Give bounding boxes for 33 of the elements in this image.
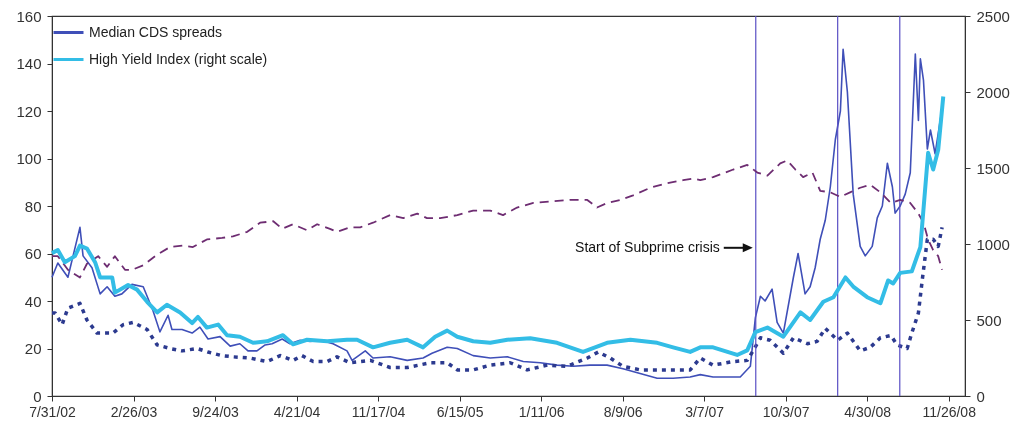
x-tick-label: 3/7/07 [685,403,725,420]
y2-tick-label: 500 [976,311,1002,329]
y2-tick-label: 2000 [976,83,1010,101]
y-tick-label: 100 [16,150,42,167]
ref-line-label: Start of Subprime crisis [575,238,720,255]
y-tick-label: 140 [16,55,42,72]
y2-tick-label: 1000 [976,235,1010,253]
line-series [50,225,944,372]
line-series [50,94,946,357]
y-tick-label: 120 [16,102,42,120]
line-series [51,159,943,279]
y-tick-label: 60 [24,245,42,262]
y2-tick-label: 2500 [976,7,1010,25]
x-tick-label: 2/26/03 [110,403,158,420]
x-tick-label: 9/24/03 [192,403,240,420]
y-tick-label: 160 [16,7,42,25]
legend-label: Median CDS spreads [89,23,223,40]
x-tick-label: 7/31/02 [29,403,77,420]
x-tick-label: 8/9/06 [603,403,643,420]
x-tick-label: 1/11/06 [518,403,565,420]
legend-label: High Yield Index (right scale) [89,50,268,67]
x-tick-label: 4/30/08 [844,403,892,420]
x-tick-label: 11/26/08 [922,403,977,420]
y-tick-label: 40 [24,292,42,310]
y2-tick-label: 0 [976,387,985,405]
x-tick-label: 4/21/04 [273,403,321,420]
y-tick-label: 80 [24,197,42,215]
y-tick-label: 0 [33,387,42,405]
y-tick-label: 20 [24,340,42,357]
x-tick-label: 6/15/05 [436,403,484,420]
x-tick-label: 10/3/07 [762,403,810,420]
x-tick-label: 11/17/04 [351,403,406,420]
y2-tick-label: 1500 [976,159,1010,177]
